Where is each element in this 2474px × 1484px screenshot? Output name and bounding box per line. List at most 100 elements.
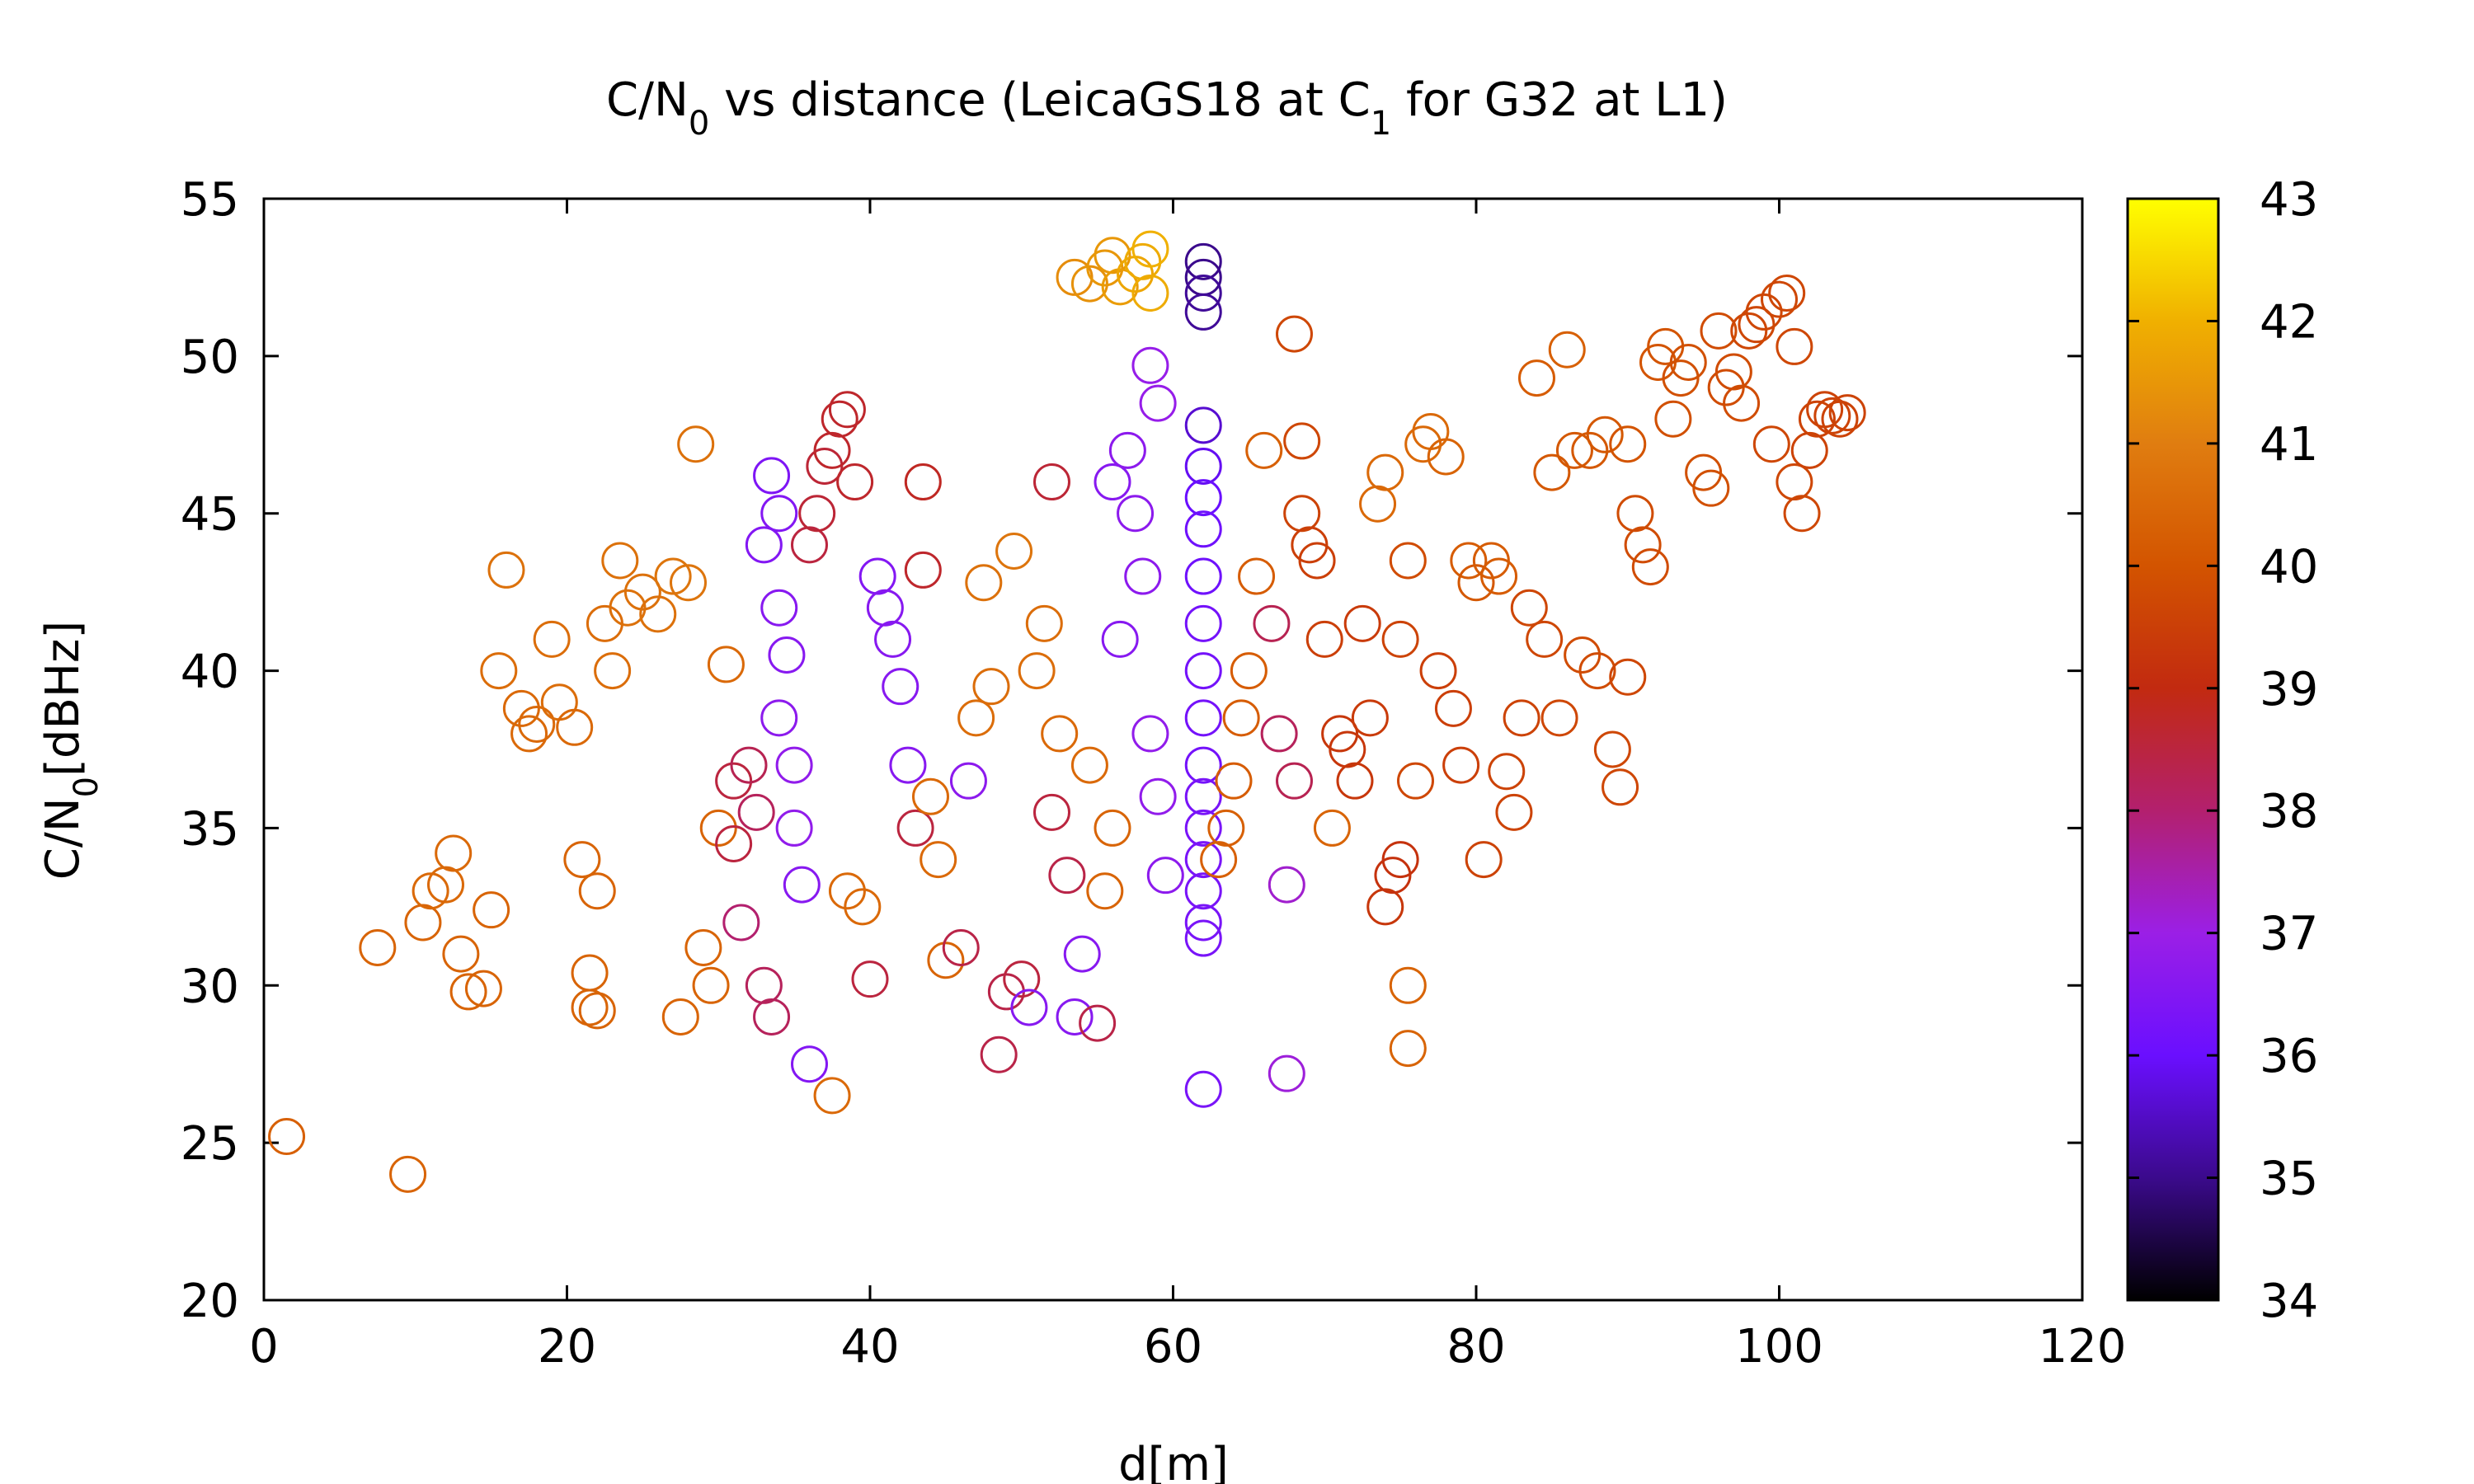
data-point xyxy=(768,636,806,674)
data-point xyxy=(1184,447,1222,485)
data-point xyxy=(1389,966,1427,1004)
data-point xyxy=(449,973,487,1011)
data-point xyxy=(609,589,647,627)
data-point xyxy=(783,866,821,904)
data-point xyxy=(1761,280,1798,318)
data-point xyxy=(1351,699,1389,737)
data-point xyxy=(1184,904,1222,942)
data-point xyxy=(1412,412,1450,450)
data-point xyxy=(813,1077,851,1115)
data-point xyxy=(980,1036,1018,1073)
data-point xyxy=(1526,620,1564,658)
data-point xyxy=(1631,548,1669,586)
data-point xyxy=(654,557,692,595)
data-point xyxy=(1488,753,1526,791)
data-point xyxy=(540,683,578,721)
data-point xyxy=(487,551,525,589)
data-point xyxy=(1086,872,1124,910)
data-point xyxy=(957,699,995,737)
data-point xyxy=(578,992,616,1030)
data-point xyxy=(427,866,464,904)
data-point xyxy=(1033,463,1070,501)
data-point xyxy=(389,1155,427,1193)
data-point xyxy=(473,891,510,929)
data-point xyxy=(442,935,480,973)
data-point xyxy=(828,872,866,910)
y-tick-label: 55 xyxy=(181,173,239,227)
data-point xyxy=(518,705,556,743)
data-point xyxy=(1184,510,1222,548)
data-point xyxy=(464,970,502,1007)
data-point xyxy=(836,463,874,501)
data-point xyxy=(1215,762,1253,800)
data-point xyxy=(1450,542,1488,580)
data-point xyxy=(1790,431,1828,469)
data-point xyxy=(722,904,760,942)
data-point xyxy=(1230,652,1268,690)
data-point xyxy=(1184,479,1222,517)
data-point xyxy=(858,557,896,595)
data-point xyxy=(639,595,677,633)
data-point xyxy=(661,998,699,1036)
data-point xyxy=(1010,989,1048,1026)
colorbar-tick-label: 39 xyxy=(2260,663,2318,716)
data-point xyxy=(1495,793,1533,831)
data-point xyxy=(1124,242,1162,280)
data-point xyxy=(1738,306,1776,344)
colorbar-tick-label: 37 xyxy=(2260,908,2318,961)
data-point xyxy=(1442,746,1480,784)
data-point xyxy=(1184,652,1222,690)
data-point xyxy=(1131,230,1169,268)
data-point xyxy=(1184,777,1222,815)
data-point xyxy=(1139,384,1177,422)
data-point xyxy=(268,1118,306,1156)
data-point xyxy=(571,989,609,1026)
data-point xyxy=(1329,730,1366,768)
data-point xyxy=(760,495,798,533)
data-point xyxy=(1245,431,1283,469)
data-point xyxy=(1313,809,1351,847)
data-point xyxy=(1366,888,1404,926)
data-point xyxy=(753,998,791,1036)
chart-title: C/N0 vs distance (LeicaGS18 at C1 for G3… xyxy=(606,73,1728,143)
data-point xyxy=(1207,809,1245,847)
data-point xyxy=(1776,327,1813,365)
data-point xyxy=(1593,730,1631,768)
data-point xyxy=(1184,919,1222,957)
colorbar-tick-label: 43 xyxy=(2260,173,2318,227)
data-point xyxy=(1555,431,1593,469)
data-point xyxy=(1571,431,1609,469)
data-point xyxy=(1518,359,1555,397)
data-point xyxy=(1041,715,1079,753)
data-point xyxy=(1578,652,1616,690)
data-point xyxy=(844,888,882,926)
data-point xyxy=(1184,872,1222,910)
y-tick-label: 25 xyxy=(181,1117,239,1171)
x-axis-label: d[m] xyxy=(1118,1438,1229,1484)
y-tick-label: 20 xyxy=(181,1275,239,1328)
data-point xyxy=(1602,768,1639,806)
data-point xyxy=(1200,841,1238,879)
data-point xyxy=(699,809,737,847)
data-point xyxy=(995,533,1033,571)
data-point xyxy=(1427,438,1465,476)
data-point xyxy=(1714,353,1752,391)
data-point xyxy=(882,668,920,706)
data-point xyxy=(1184,275,1222,312)
data-point xyxy=(1253,604,1291,642)
data-point xyxy=(1276,315,1313,353)
data-point xyxy=(1510,589,1548,627)
colorbar-tick-label: 34 xyxy=(2260,1275,2318,1328)
data-point xyxy=(1381,620,1419,658)
data-point xyxy=(1268,866,1305,904)
data-point xyxy=(1101,620,1139,658)
data-point xyxy=(1094,463,1131,501)
data-point xyxy=(502,689,540,727)
data-point xyxy=(359,928,397,966)
data-point xyxy=(775,746,813,784)
data-point xyxy=(692,966,730,1004)
data-point xyxy=(942,928,980,966)
data-point xyxy=(1056,258,1094,296)
data-point xyxy=(1184,258,1222,296)
data-point xyxy=(684,928,722,966)
